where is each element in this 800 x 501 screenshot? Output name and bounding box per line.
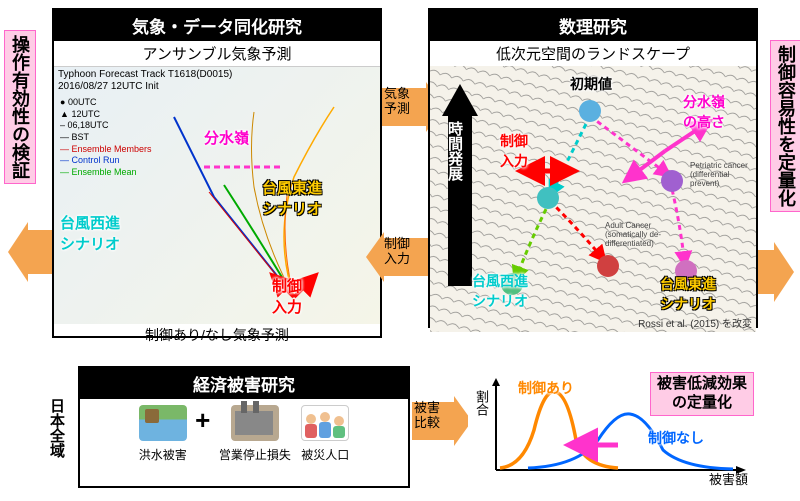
label-west: 台風西進シナリオ bbox=[60, 212, 120, 254]
conn-damage: 被害比較 bbox=[412, 402, 456, 440]
panel2-title: 数理研究 bbox=[430, 10, 756, 41]
right-vertical-label: 制御容易性を定量化 bbox=[770, 40, 800, 212]
time-dev-label: 時間発展 bbox=[444, 121, 465, 181]
panel2-subtitle: 低次元空間のランドスケープ bbox=[430, 41, 756, 66]
arrow-left-out bbox=[26, 230, 54, 274]
label-control: 制御入力 bbox=[272, 275, 302, 317]
track-svg bbox=[54, 67, 380, 324]
label-west2: 台風西進シナリオ bbox=[472, 271, 528, 311]
citation: Rossi et al. (2015) を改変 bbox=[638, 315, 752, 330]
landscape-area: 時間発展 初期値 分水嶺の高さ 制御入力 台風西進シナリオ 台風東進シナリオ P… bbox=[430, 66, 756, 332]
y-axis-label: 割合 bbox=[472, 390, 491, 416]
label-ridge: 分水嶺 bbox=[204, 127, 249, 148]
panel-math: 数理研究 低次元空間のランドスケープ bbox=[428, 8, 758, 328]
label-east2: 台風東進シナリオ bbox=[660, 274, 716, 314]
icon-population: 被災人口 bbox=[301, 405, 349, 463]
plus-sign: + bbox=[191, 405, 214, 435]
panel4-title-box: 被害低減効果の定量化 bbox=[650, 372, 754, 416]
landscape-text-a: Petriatric cancer (differential prevent) bbox=[690, 161, 750, 188]
label-control-off: 制御なし bbox=[648, 428, 704, 448]
icon-loss: 営業停止損失 bbox=[219, 405, 291, 463]
label-initial: 初期値 bbox=[570, 74, 612, 94]
typhoon-map: Typhoon Forecast Track T1618(D0015) 2016… bbox=[54, 66, 380, 324]
arrow-right-out bbox=[756, 250, 776, 294]
icon-flood: 洪水被害 bbox=[139, 405, 187, 463]
panel-economy: 経済被害研究 洪水被害 + 営業停止損失 bbox=[78, 366, 410, 488]
japan-vertical-label: 日本全域 bbox=[44, 394, 69, 462]
conn-forecast: 気象予測 bbox=[382, 88, 428, 126]
label-east: 台風東進シナリオ bbox=[262, 177, 322, 219]
landscape-text-b: Adult Cancer (somatically de-differentia… bbox=[605, 221, 675, 248]
left-vertical-label: 操作有効性の検証 bbox=[4, 30, 36, 184]
panel-damage-chart: 割合 被害額 制御あり 制御なし 被害低減効果の定量化 bbox=[468, 370, 758, 490]
economy-icons: 洪水被害 + 営業停止損失 被災人口 bbox=[80, 399, 408, 469]
label-ridge-height: 分水嶺の高さ bbox=[683, 92, 725, 132]
panel-meteorology: 気象・データ同化研究 アンサンブル気象予測 Typhoon Forecast T… bbox=[52, 8, 382, 338]
label-control-on: 制御あり bbox=[518, 378, 574, 398]
panel4-title: 被害低減効果の定量化 bbox=[657, 375, 747, 411]
x-axis-label: 被害額 bbox=[709, 469, 748, 488]
conn-control: 制御入力 bbox=[382, 238, 428, 276]
panel1-footer: 制御あり/なし気象予測 bbox=[54, 324, 380, 347]
panel3-title: 経済被害研究 bbox=[80, 368, 408, 399]
panel1-subtitle: アンサンブル気象予測 bbox=[54, 41, 380, 66]
label-control2: 制御入力 bbox=[500, 131, 528, 171]
panel1-title: 気象・データ同化研究 bbox=[54, 10, 380, 41]
